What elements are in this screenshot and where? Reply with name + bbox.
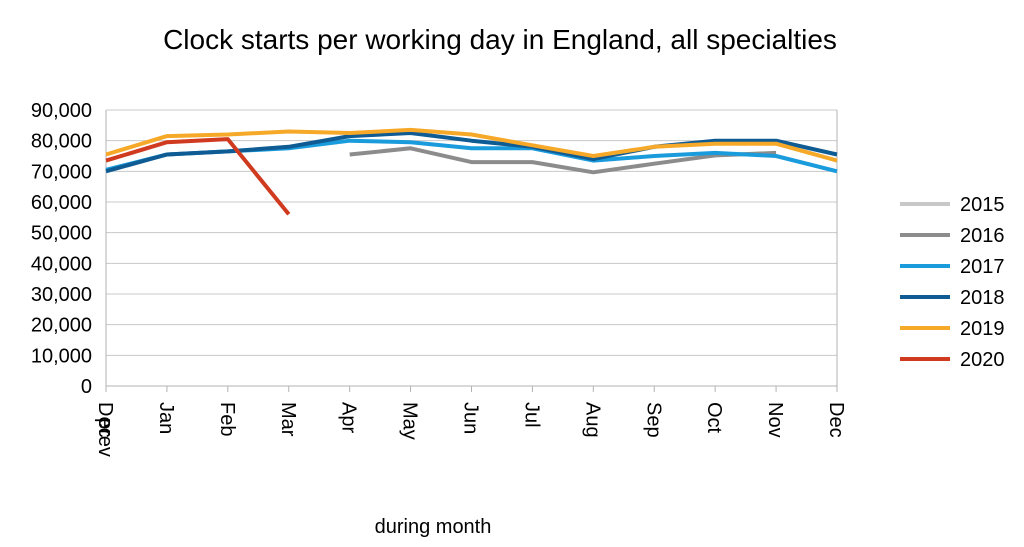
x-tick-label: Sep <box>642 402 664 438</box>
y-tick-label: 60,000 <box>31 192 92 214</box>
series-lines <box>105 127 838 216</box>
legend-label-2015: 2015 <box>960 194 1005 216</box>
legend: 2015 2016 2017 2018 2019 2020 <box>900 194 1005 371</box>
y-tick-label: 0 <box>81 376 92 398</box>
legend-label-2020: 2020 <box>960 349 1005 371</box>
x-tick-label-part: prev <box>94 418 116 457</box>
y-tick-label: 40,000 <box>31 253 92 275</box>
y-tick-label: 80,000 <box>31 131 92 153</box>
legend-label-2018: 2018 <box>960 287 1005 309</box>
series-line-2020 <box>105 137 291 216</box>
y-tick-label: 10,000 <box>31 345 92 367</box>
x-tick-label: May <box>399 402 421 440</box>
legend-label-2019: 2019 <box>960 318 1005 340</box>
legend-label-2017: 2017 <box>960 256 1005 278</box>
x-tick-label: Decprev <box>94 402 116 457</box>
series-line-2019 <box>105 127 838 163</box>
y-tick-label: 70,000 <box>31 161 92 183</box>
x-axis-title: during month <box>375 516 492 538</box>
series-line-2016 <box>349 146 777 175</box>
x-tick-label: Apr <box>338 402 360 433</box>
x-tick-label: Feb <box>216 402 238 436</box>
y-axis-tick-labels: 0 10,000 20,000 30,000 40,000 50,000 60,000 70,… <box>31 100 92 398</box>
x-axis-tick-labels: Decprev Jan Feb Mar Apr May Jun Jul Aug Sep Oct Nov… <box>94 386 847 457</box>
x-tick-label: Nov <box>764 402 786 438</box>
series-line-2018 <box>105 131 838 174</box>
y-tick-label: 30,000 <box>31 284 92 306</box>
chart-title: Clock starts per working day in England,… <box>163 24 837 55</box>
x-tick-label: Mar <box>277 402 299 437</box>
y-tick-label: 50,000 <box>31 223 92 245</box>
y-tick-label: 20,000 <box>31 315 92 337</box>
x-tick-label: Jul <box>520 402 542 428</box>
x-tick-label: Jan <box>155 402 177 434</box>
x-tick-label-part: Dec <box>94 402 116 438</box>
x-tick-label: Oct <box>703 402 725 434</box>
x-tick-label: Dec <box>825 402 847 438</box>
x-tick-label: Aug <box>581 402 603 438</box>
x-tick-label: Jun <box>460 402 482 434</box>
y-tick-label: 90,000 <box>31 100 92 122</box>
legend-label-2016: 2016 <box>960 225 1005 247</box>
